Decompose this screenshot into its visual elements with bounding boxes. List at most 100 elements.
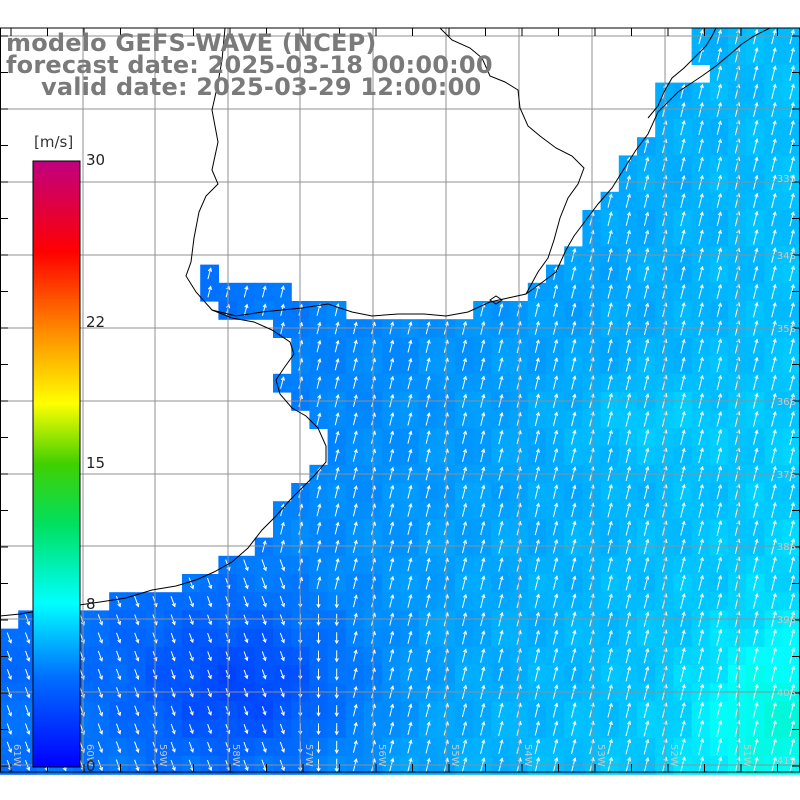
wind-arrow: [134, 595, 140, 608]
wind-arrow: [680, 720, 686, 737]
wind-arrow: [789, 229, 795, 245]
wind-arrow: [607, 556, 613, 573]
wind-arrow: [498, 502, 504, 517]
wind-arrow: [352, 739, 358, 753]
wind-arrow: [752, 556, 759, 573]
wind-arrow: [188, 741, 194, 753]
wind-arrow: [752, 738, 759, 755]
wind-arrow: [698, 338, 704, 354]
wind-arrow: [643, 429, 650, 446]
wind-arrow: [789, 138, 795, 154]
wind-arrow: [170, 596, 176, 608]
wind-arrow: [698, 738, 704, 755]
wind-arrow: [353, 649, 358, 662]
wind-arrow: [480, 502, 486, 518]
wind-arrow: [698, 574, 704, 591]
wind-arrow: [698, 701, 704, 719]
wind-arrow: [789, 302, 795, 318]
wind-arrow: [771, 556, 777, 573]
wind-arrow: [716, 47, 722, 63]
wind-arrow: [716, 265, 723, 281]
wind-arrow: [571, 720, 577, 737]
wind-arrow: [97, 632, 103, 644]
wind-arrow: [352, 339, 358, 353]
wind-arrow: [279, 595, 285, 608]
wind-arrow: [206, 577, 213, 590]
lon-label: 58W: [230, 744, 241, 767]
wind-arrow: [262, 540, 267, 553]
wind-arrow: [534, 575, 540, 591]
wind-arrow: [716, 211, 722, 227]
wind-arrow: [607, 429, 613, 445]
colorbar: [32, 160, 81, 768]
wind-arrow: [534, 593, 540, 609]
lat-label: 39S: [777, 615, 796, 626]
wind-arrow: [24, 723, 31, 735]
wind-arrow: [698, 156, 704, 172]
coastline-lagoon: [647, 27, 717, 119]
wind-arrow: [789, 628, 795, 646]
wind-arrow: [334, 723, 339, 736]
wind-arrow: [552, 720, 559, 736]
wind-arrow: [498, 575, 504, 590]
wind-arrow: [534, 738, 541, 755]
wind-arrow: [789, 483, 795, 500]
wind-arrow: [425, 430, 431, 444]
wind-arrow: [498, 520, 504, 536]
wind-arrow: [789, 47, 795, 63]
wind-arrow: [607, 538, 613, 554]
wind-arrow: [207, 285, 212, 298]
wind-arrow: [753, 101, 759, 118]
wind-arrow: [752, 410, 759, 427]
wind-arrow: [643, 575, 650, 591]
wind-arrow: [243, 632, 249, 644]
wind-arrow: [552, 593, 559, 609]
colorbar-label: 30: [86, 151, 106, 169]
wind-arrow: [480, 557, 486, 572]
wind-arrow: [6, 741, 12, 753]
wind-arrow: [352, 630, 358, 644]
wind-arrow: [425, 339, 431, 353]
wind-arrow: [716, 229, 722, 245]
wind-arrow: [752, 665, 759, 683]
wind-arrow: [170, 651, 176, 662]
lon-label: 53W: [595, 744, 606, 767]
wind-arrow: [425, 502, 431, 517]
wind-arrow: [498, 648, 504, 663]
wind-arrow: [189, 724, 194, 735]
wind-arrow: [789, 174, 795, 191]
wind-arrow: [334, 740, 339, 754]
wind-arrow: [771, 83, 777, 100]
wind-arrow: [643, 284, 650, 299]
colorbar-ramp: [32, 160, 81, 768]
wind-arrow: [716, 574, 723, 591]
wind-arrow: [625, 720, 632, 737]
wind-arrow: [680, 538, 686, 554]
wind-arrow: [480, 339, 486, 353]
wind-arrow: [680, 502, 686, 518]
wind-arrow: [334, 503, 340, 517]
wind-arrow: [116, 705, 122, 717]
wind-arrow: [334, 557, 340, 572]
wind-arrow: [789, 65, 795, 81]
wind-arrow: [752, 592, 759, 610]
wind-arrow: [571, 356, 577, 372]
wind-arrow: [698, 229, 704, 245]
wind-arrow: [625, 193, 631, 208]
wind-arrow: [771, 719, 777, 737]
wind-arrow: [389, 739, 395, 754]
wind-arrow: [480, 630, 486, 645]
wind-arrow: [716, 647, 723, 664]
wind-arrow: [789, 265, 795, 282]
wind-arrow: [771, 538, 777, 555]
wind-arrow: [698, 429, 704, 446]
wind-arrow: [534, 339, 540, 353]
wind-arrow: [243, 741, 249, 753]
wind-arrow: [280, 521, 285, 535]
wind-arrow: [480, 575, 486, 590]
wind-arrow: [753, 447, 759, 464]
wind-arrow: [425, 721, 431, 736]
wind-arrow: [334, 375, 340, 389]
wind-arrow: [607, 520, 613, 536]
wind-arrow: [188, 651, 194, 662]
